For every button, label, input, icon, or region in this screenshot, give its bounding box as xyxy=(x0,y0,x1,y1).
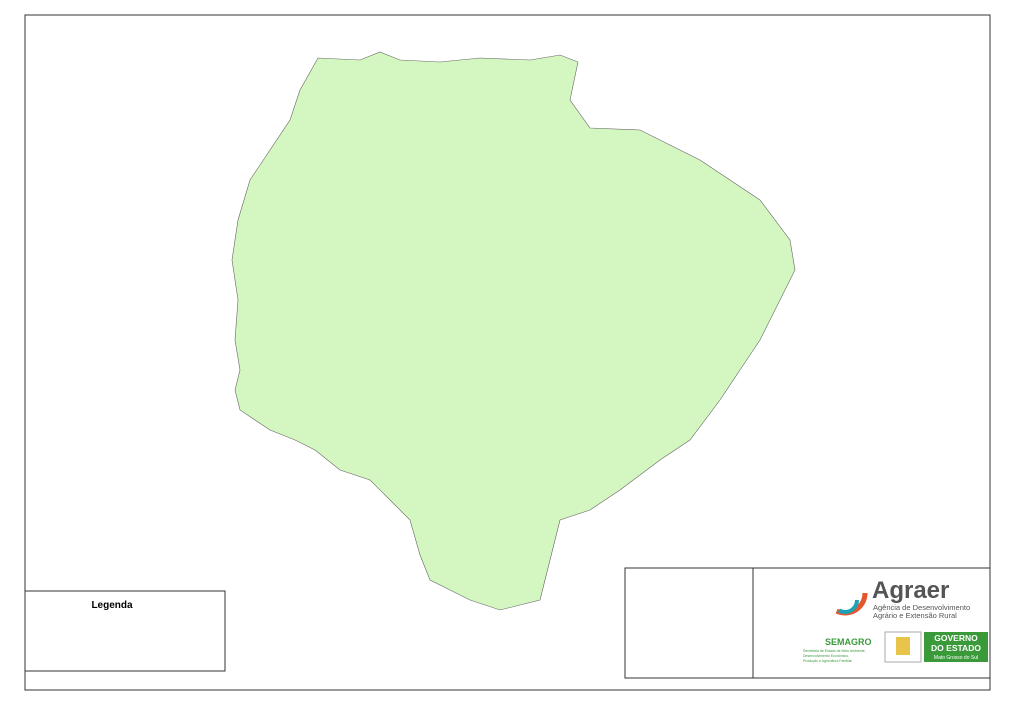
legend-title: Legenda xyxy=(91,600,133,611)
agraer-name: Agraer xyxy=(872,577,949,604)
agraer-sub: Agrário e Extensão Rural xyxy=(873,611,957,620)
coat-of-arms-shield xyxy=(896,637,910,655)
gov-text: DO ESTADO xyxy=(931,643,981,653)
agraer-sub: Agência de Desenvolvimento xyxy=(873,603,970,612)
semagro-sub: Desenvolvimento Econômico, xyxy=(803,654,849,658)
gov-text: GOVERNO xyxy=(934,633,978,643)
gov-logo xyxy=(924,632,988,662)
semagro-sub: Produção e Agricultura Familiar xyxy=(803,659,853,663)
gov-sub: Mato Grosso do Sul xyxy=(934,655,978,661)
semagro-sub: Secretaria de Estado de Meio Ambiente, xyxy=(803,649,866,653)
state-area xyxy=(231,51,796,611)
agraer-logo-inner xyxy=(831,586,859,614)
semagro-name: SEMAGRO xyxy=(825,637,872,647)
legend-box xyxy=(24,590,226,672)
